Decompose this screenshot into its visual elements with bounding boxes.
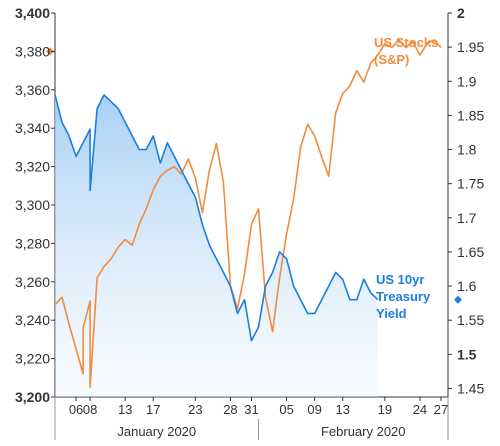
x-tick-label: 06 [69, 402, 83, 417]
x-tick-label: 27 [434, 402, 448, 417]
last-value-marker-treasury-yield [454, 295, 462, 304]
x-tick-label: 08 [83, 402, 97, 417]
y-right-tick-label: 1.45 [457, 380, 484, 396]
last-value-marker-stocks [46, 47, 54, 56]
yield-area-layer [55, 94, 378, 398]
y-right-tick-label: 1.8 [457, 142, 477, 158]
y-left-tick-label: 3,280 [15, 235, 50, 251]
y-left-axis: 3,200 3,220 3,240 3,260 3,280 3,300 3,320 3,340… [15, 5, 55, 405]
y-right-tick-label: 1.6 [457, 278, 477, 294]
y-right-tick-label: 2 [457, 5, 465, 21]
y-right-tick-label: 1.95 [457, 39, 484, 55]
y-left-tick-label: 3,260 [15, 274, 50, 290]
x-tick-label: 19 [378, 402, 392, 417]
series-label-treasury-yield: Yield [376, 306, 407, 321]
yield-area [55, 94, 378, 398]
y-left-tick-label: 3,340 [15, 120, 50, 136]
y-left-tick-label: 3,320 [15, 159, 50, 175]
month-label: January 2020 [117, 424, 196, 439]
y-right-tick-label: 1.5 [457, 346, 477, 362]
y-left-tick-label: 3,380 [15, 43, 50, 59]
series-label-stocks: (S&P) [374, 52, 409, 67]
x-tick-label: 05 [279, 402, 293, 417]
x-tick-label: 28 [223, 402, 237, 417]
y-right-tick-label: 1.75 [457, 176, 484, 192]
series-label-stocks: US Stocks [374, 35, 438, 50]
x-tick-label: 24 [413, 402, 427, 417]
series-line-treasury-yield [54, 94, 379, 342]
series-layer [46, 39, 462, 389]
y-left-tick-label: 3,240 [15, 312, 50, 328]
series-line-stocks [54, 39, 442, 389]
month-label: February 2020 [321, 424, 406, 439]
y-left-tick-label: 3,400 [15, 5, 50, 21]
y-left-tick-label: 3,200 [15, 389, 50, 405]
y-right-tick-label: 1.7 [457, 210, 477, 226]
series-label-treasury-yield: US 10yr [376, 272, 424, 287]
y-right-axis: 1.45 1.5 1.55 1.6 1.65 1.7 1.75 1.8 1.85 1.9 1.95 2 [448, 5, 484, 396]
y-right-tick-label: 1.9 [457, 73, 477, 89]
x-tick-label: 09 [307, 402, 321, 417]
x-tick-label: 23 [188, 402, 202, 417]
series-label-treasury-yield: Treasury [376, 289, 431, 304]
y-right-tick-label: 1.65 [457, 244, 484, 260]
y-left-tick-label: 3,220 [15, 351, 50, 367]
x-tick-label: 17 [146, 402, 160, 417]
y-left-tick-label: 3,300 [15, 197, 50, 213]
series-labels: US Stocks (S&P) US 10yr Treasury Yield [374, 35, 438, 321]
x-axis: 06 08 13 17 23 28 31 05 09 13 19 24 27 January 2020 Fe… [54, 397, 449, 440]
y-left-tick-label: 3,360 [15, 82, 50, 98]
y-right-tick-label: 1.85 [457, 107, 484, 123]
x-tick-label: 13 [335, 402, 349, 417]
y-right-tick-label: 1.55 [457, 312, 484, 328]
x-tick-label: 13 [118, 402, 132, 417]
x-tick-label: 31 [244, 402, 258, 417]
